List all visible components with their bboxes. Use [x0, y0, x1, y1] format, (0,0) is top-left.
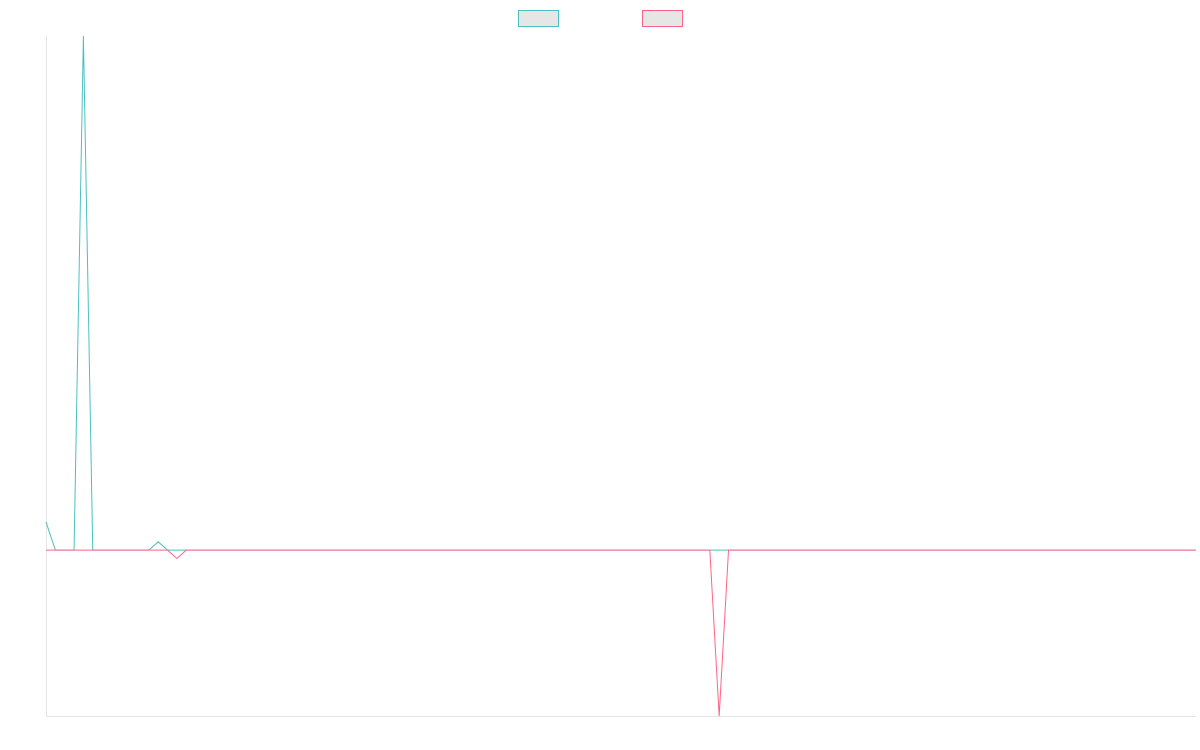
legend-item-2[interactable]: [642, 10, 683, 27]
legend: [518, 10, 683, 27]
legend-swatch-2[interactable]: [642, 10, 683, 27]
legend-item-1[interactable]: [518, 10, 559, 27]
series-layer: [45, 35, 1196, 717]
legend-swatch-1[interactable]: [518, 10, 559, 27]
series-line-2: [46, 549, 1196, 717]
